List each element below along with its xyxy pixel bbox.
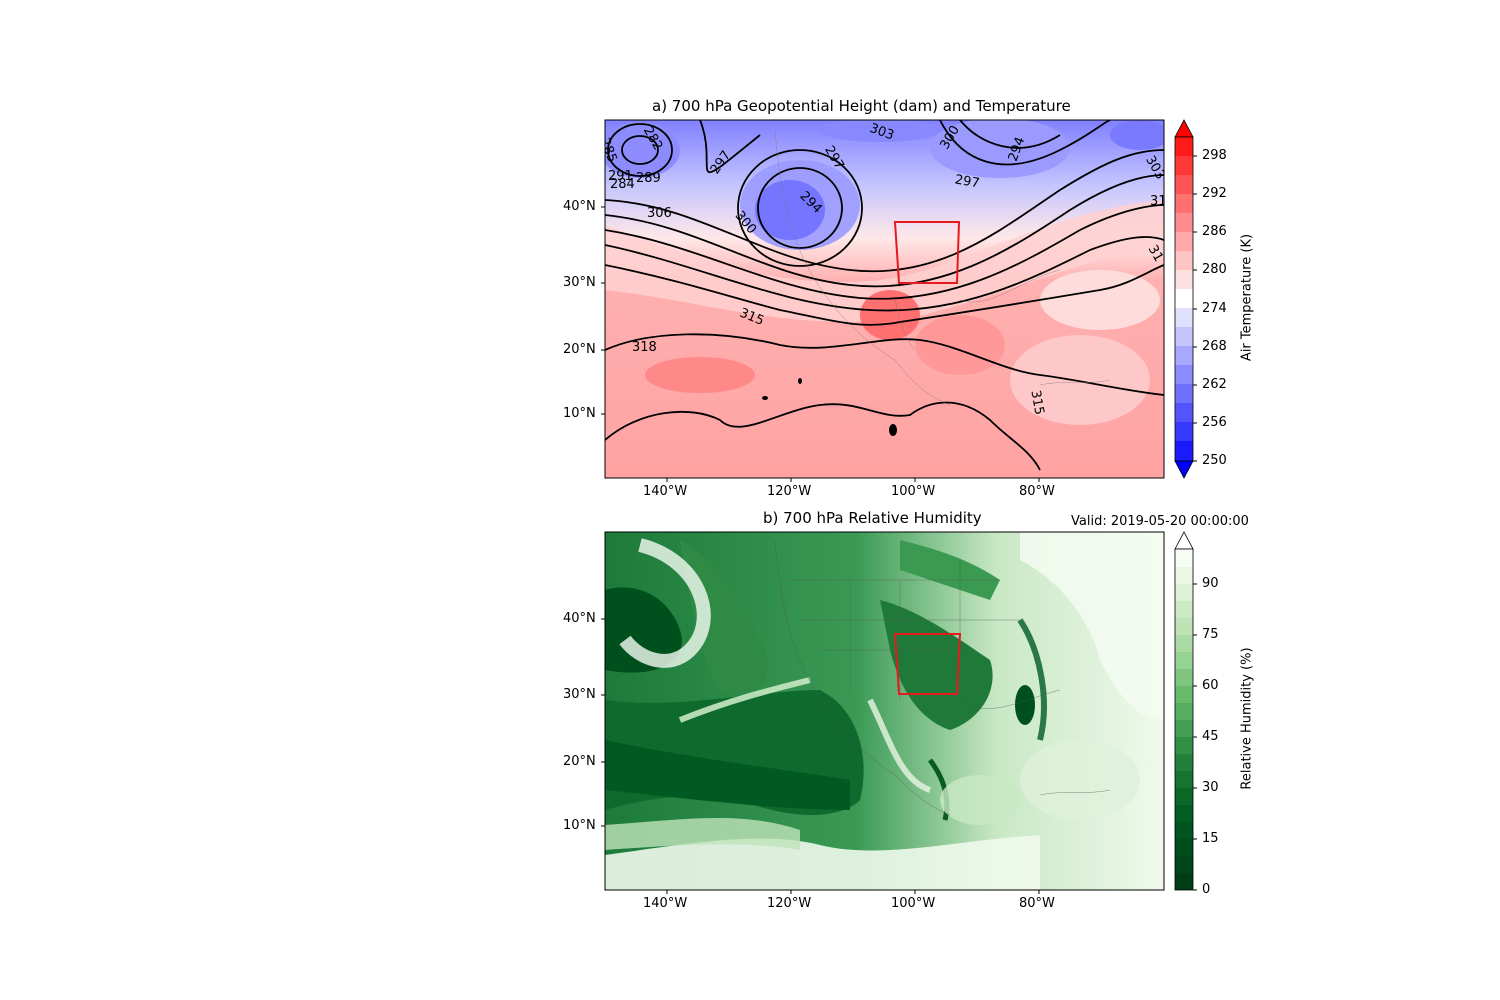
svg-text:315: 315 xyxy=(1027,389,1046,416)
panel-a-colorbar-tick: 262 xyxy=(1202,377,1227,392)
svg-text:284: 284 xyxy=(610,177,635,192)
svg-text:318: 318 xyxy=(632,340,657,355)
panel-b-ytick: 30°N xyxy=(563,687,596,702)
panel-b-ytick: 40°N xyxy=(563,611,596,626)
panel-b-colorbar xyxy=(1174,531,1197,891)
humidity-map xyxy=(605,532,1164,890)
panel-a-xtick: 100°W xyxy=(891,484,936,499)
svg-text:289: 289 xyxy=(636,171,661,186)
panel-b-colorbar-tick: 0 xyxy=(1202,882,1211,897)
panel-a-colorbar-tick: 274 xyxy=(1202,301,1227,316)
panel-b-ytick: 10°N xyxy=(563,818,596,833)
panel-b-colorbar-tick: 60 xyxy=(1202,678,1219,693)
panel-a-xtick: 120°W xyxy=(767,484,812,499)
panel-b-colorbar-tick: 30 xyxy=(1202,780,1219,795)
panel-a-xtick: 140°W xyxy=(643,484,688,499)
panel-b-colorbar-tick: 90 xyxy=(1202,576,1219,591)
panel-b-colorbar-tick: 75 xyxy=(1202,627,1219,642)
panel-b-frame xyxy=(604,531,1165,891)
panel-a-colorbar-tick: 280 xyxy=(1202,262,1227,277)
panel-b-ytick: 20°N xyxy=(563,754,596,769)
panel-b-xtick: 100°W xyxy=(891,896,936,911)
svg-text:306: 306 xyxy=(647,206,672,221)
panel-a-title: a) 700 hPa Geopotential Height (dam) and… xyxy=(652,97,1071,115)
panel-a-axis-ticks xyxy=(601,206,1040,482)
panel-b-axis-ticks xyxy=(601,618,1040,894)
panel-b-xtick: 140°W xyxy=(643,896,688,911)
panel-a-ytick: 10°N xyxy=(563,406,596,421)
panel-a-colorbar xyxy=(1174,119,1197,479)
panel-b-xtick: 80°W xyxy=(1019,896,1055,911)
svg-text:31: 31 xyxy=(1150,194,1167,209)
panel-a-ytick: 20°N xyxy=(563,342,596,357)
temperature-map: 285 282 297 303 300 294 303 297 294 297 … xyxy=(605,120,1167,478)
panel-b-region-box xyxy=(893,633,962,695)
panel-a-ytick: 40°N xyxy=(563,199,596,214)
panel-a-ytick: 30°N xyxy=(563,275,596,290)
svg-text:297: 297 xyxy=(954,172,981,191)
panel-a-colorbar-tick: 286 xyxy=(1202,224,1227,239)
panel-b-colorbar-tick: 15 xyxy=(1202,831,1219,846)
panel-b-xtick: 120°W xyxy=(767,896,812,911)
panel-a-colorbar-tick: 256 xyxy=(1202,415,1227,430)
panel-b-title: b) 700 hPa Relative Humidity xyxy=(763,509,982,527)
panel-a-colorbar-tick: 250 xyxy=(1202,453,1227,468)
panel-b-colorbar-label: Relative Humidity (%) xyxy=(1239,647,1255,790)
panel-a-colorbar-tick: 298 xyxy=(1202,148,1227,163)
panel-a-colorbar-tick: 268 xyxy=(1202,339,1227,354)
panel-b-colorbar-tick: 45 xyxy=(1202,729,1219,744)
panel-a-colorbar-tick: 292 xyxy=(1202,186,1227,201)
panel-a-region-box xyxy=(893,221,961,284)
panel-a-xtick: 80°W xyxy=(1019,484,1055,499)
svg-text:291: 291 xyxy=(608,169,633,184)
valid-time: Valid: 2019-05-20 00:00:00 xyxy=(1071,514,1249,529)
panel-a-colorbar-label: Air Temperature (K) xyxy=(1239,233,1255,362)
panel-a-frame xyxy=(604,119,1165,479)
